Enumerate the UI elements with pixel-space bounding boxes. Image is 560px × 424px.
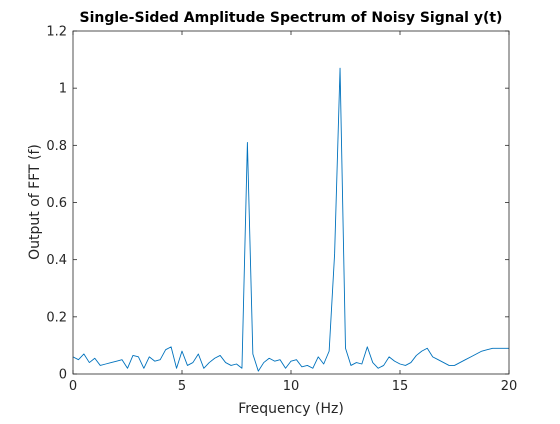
- y-tick-label: 1: [59, 82, 67, 97]
- y-tick-label: 0: [59, 368, 67, 383]
- spectrum-series-line: [72, 67, 509, 372]
- y-tick-label: 0.8: [46, 139, 67, 154]
- y-tick-label: 0.6: [46, 196, 67, 211]
- series-layer: [72, 67, 509, 372]
- chart-title: Single-Sided Amplitude Spectrum of Noisy…: [80, 10, 503, 26]
- y-tick-label: 0.4: [46, 253, 67, 268]
- y-tick-label: 0.2: [46, 310, 67, 325]
- plot-frame: [72, 30, 510, 375]
- ticks-layer: 0 5 10 15 20 0 0.2 0.4 0.6 0.8 1 1.2: [46, 25, 517, 395]
- x-tick-label: 15: [392, 379, 409, 394]
- y-axis-label: Output of FFT (f): [27, 144, 43, 260]
- x-tick-label: 0: [69, 379, 77, 394]
- x-tick-label: 10: [283, 379, 300, 394]
- x-tick-label: 20: [501, 379, 518, 394]
- plot-background: [73, 31, 509, 374]
- x-axis-label: Frequency (Hz): [238, 401, 344, 417]
- y-tick-label: 1.2: [46, 25, 67, 40]
- x-tick-label: 5: [178, 379, 186, 394]
